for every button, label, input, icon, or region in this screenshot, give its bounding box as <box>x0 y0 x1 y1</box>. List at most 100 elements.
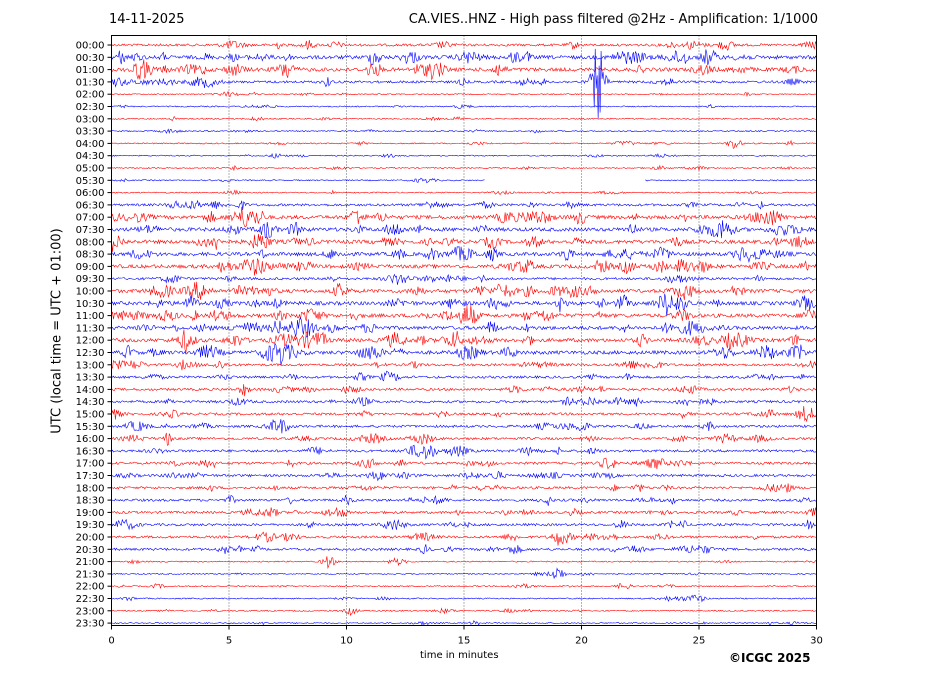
trace-1900 <box>111 506 817 517</box>
trace-2030 <box>111 544 817 555</box>
y-tick-label: 07:00 <box>76 213 105 224</box>
trace-1300 <box>111 359 817 371</box>
trace-1830 <box>111 495 817 506</box>
trace-2130 <box>111 567 817 579</box>
y-tick-label: 12:00 <box>76 336 105 347</box>
y-tick-label: 22:00 <box>76 582 105 593</box>
trace-1000 <box>111 281 817 301</box>
x-axis-label: time in minutes <box>420 650 499 661</box>
y-tick-label: 15:30 <box>76 422 105 433</box>
trace-0830 <box>111 246 817 264</box>
y-tick-label: 03:30 <box>76 127 105 138</box>
trace-2100 <box>111 556 817 569</box>
x-tick-label: 5 <box>226 636 232 647</box>
trace-0800 <box>111 233 817 252</box>
y-tick-label: 15:00 <box>76 410 105 421</box>
grid-lines <box>228 35 700 626</box>
trace-1530 <box>111 418 817 434</box>
y-tick-label: 08:30 <box>76 250 105 261</box>
y-tick-label: 04:30 <box>76 151 105 162</box>
y-tick-label: 00:00 <box>76 41 105 52</box>
trace-0930 <box>111 273 817 285</box>
trace-0630 <box>111 199 817 210</box>
y-tick-label: 01:30 <box>76 77 105 88</box>
date-label: 14-11-2025 <box>109 12 185 27</box>
y-tick-label: 16:30 <box>76 446 105 457</box>
trace-0700 <box>111 206 817 228</box>
chart-title: CA.VIES..HNZ - High pass filtered @2Hz -… <box>408 12 818 27</box>
trace-1630 <box>111 444 817 460</box>
trace-1100 <box>111 305 817 325</box>
y-tick-label: 13:30 <box>76 373 105 384</box>
y-tick-label: 16:00 <box>76 434 105 445</box>
x-tick-label: 15 <box>458 636 471 647</box>
trace-2200 <box>111 583 817 590</box>
y-tick-label: 05:30 <box>76 176 105 187</box>
y-tick-label: 04:00 <box>76 139 105 150</box>
y-tick-label: 06:00 <box>76 188 105 199</box>
trace-0230 <box>111 103 817 109</box>
trace-0000 <box>111 39 817 51</box>
x-tick-label: 0 <box>108 636 114 647</box>
trace-0030 <box>111 49 817 66</box>
trace-0900 <box>111 257 817 276</box>
x-tick-label: 30 <box>810 636 823 647</box>
trace-1600 <box>111 432 817 446</box>
y-tick-label: 17:00 <box>76 459 105 470</box>
y-tick-label: 20:00 <box>76 533 105 544</box>
y-tick-label: 09:00 <box>76 262 105 273</box>
y-tick-label: 03:00 <box>76 114 105 125</box>
y-tick-label: 19:30 <box>76 520 105 531</box>
y-tick-label: 06:30 <box>76 200 105 211</box>
trace-1130 <box>111 316 817 338</box>
trace-1200 <box>111 329 817 353</box>
y-tick-label: 10:30 <box>76 299 105 310</box>
seismic-traces <box>111 39 817 626</box>
trace-2000 <box>111 531 817 546</box>
y-tick-label: 22:30 <box>76 594 105 605</box>
y-tick-label: 23:00 <box>76 606 105 617</box>
y-tick-label: 07:30 <box>76 225 105 236</box>
y-tick-label: 20:30 <box>76 545 105 556</box>
trace-1800 <box>111 483 817 493</box>
x-tick-label: 20 <box>575 636 588 647</box>
y-tick-label: 21:30 <box>76 569 105 580</box>
trace-0100 <box>111 59 817 81</box>
trace-1030 <box>111 293 817 316</box>
y-tick-label: 13:00 <box>76 360 105 371</box>
y-tick-label: 19:00 <box>76 508 105 519</box>
trace-1930 <box>111 518 817 531</box>
y-tick-label: 18:00 <box>76 483 105 494</box>
trace-0530 <box>111 177 817 184</box>
trace-1330 <box>111 370 817 382</box>
y-axis-label: UTC (local time = UTC + 01:00) <box>49 228 65 434</box>
trace-0330 <box>111 128 817 135</box>
copyright-label: ©ICGC 2025 <box>729 651 811 665</box>
y-tick-label: 21:00 <box>76 557 105 568</box>
trace-0500 <box>111 164 817 172</box>
trace-1230 <box>111 342 817 366</box>
y-tick-label: 00:30 <box>76 53 105 64</box>
y-tick-label: 02:30 <box>76 102 105 113</box>
trace-0730 <box>111 220 817 239</box>
y-tick-label: 10:00 <box>76 287 105 298</box>
x-tick-label: 10 <box>340 636 353 647</box>
y-tick-label: 11:00 <box>76 311 105 322</box>
trace-0300 <box>111 115 817 122</box>
plot-frame <box>111 35 817 626</box>
trace-1700 <box>111 457 817 470</box>
trace-0400 <box>111 139 817 149</box>
trace-1500 <box>111 405 817 423</box>
y-tick-label: 01:00 <box>76 65 105 76</box>
trace-2330 <box>111 620 817 626</box>
trace-0130 <box>111 48 817 119</box>
y-tick-label: 09:30 <box>76 274 105 285</box>
trace-2230 <box>111 594 817 603</box>
y-tick-label: 23:30 <box>76 619 105 630</box>
trace-1730 <box>111 470 817 482</box>
x-ticks: 0 5 10 15 20 25 30 <box>108 625 823 647</box>
trace-0430 <box>111 152 817 159</box>
trace-0200 <box>111 90 817 98</box>
